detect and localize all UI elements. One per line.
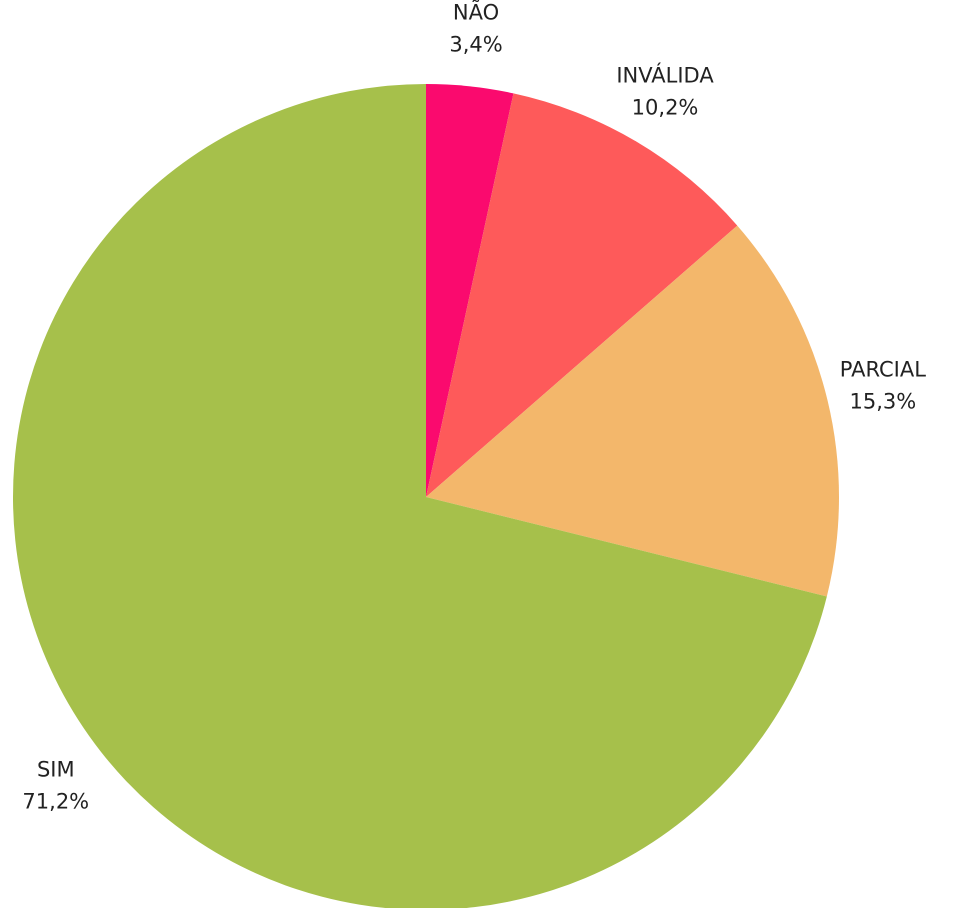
slice-value-label: 10,2% xyxy=(632,95,699,119)
slice-label: SIM xyxy=(37,758,75,782)
pie-slice xyxy=(426,84,514,497)
slice-value-label: 3,4% xyxy=(449,33,502,57)
pie-slice xyxy=(13,84,827,908)
slice-label: INVÁLIDA xyxy=(616,62,714,87)
slice-value-label: 71,2% xyxy=(22,790,89,814)
pie-slice xyxy=(426,93,738,497)
slice-label: NÃO xyxy=(453,0,499,25)
pie-slice xyxy=(426,225,840,597)
slice-label: PARCIAL xyxy=(840,358,926,382)
slice-value-label: 15,3% xyxy=(850,390,917,414)
